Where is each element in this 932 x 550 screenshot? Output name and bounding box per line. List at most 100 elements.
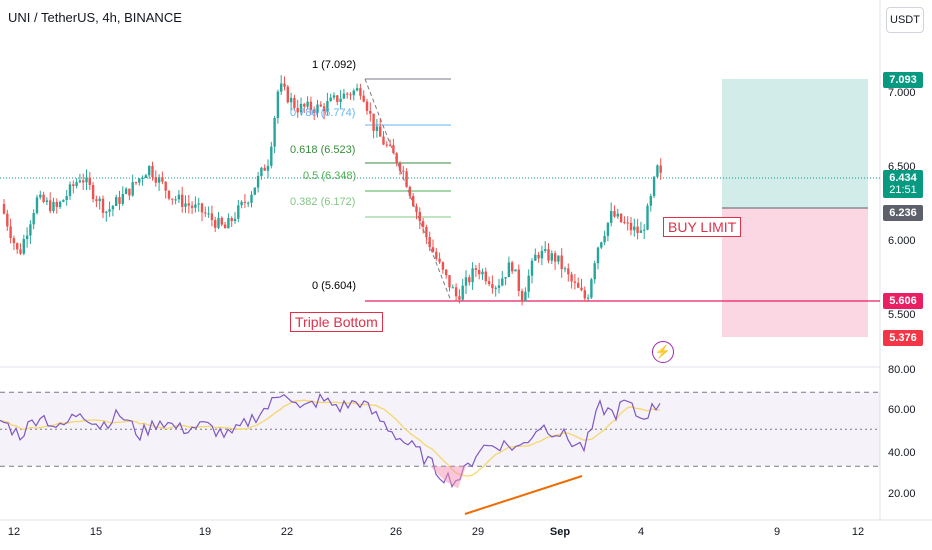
candle-body bbox=[101, 198, 105, 213]
candle-body bbox=[303, 103, 306, 107]
candle-body bbox=[82, 180, 85, 183]
candle-body bbox=[369, 110, 372, 114]
buy-limit-note[interactable]: BUY LIMIT bbox=[663, 217, 742, 237]
candle-body bbox=[336, 95, 339, 102]
candle-body bbox=[200, 203, 204, 213]
candle-body bbox=[342, 93, 346, 99]
symbol-title[interactable]: UNI / TetherUS, 4h, BINANCE bbox=[8, 10, 182, 25]
candle-body bbox=[517, 269, 520, 292]
candles bbox=[2, 75, 662, 306]
candle-body bbox=[58, 201, 62, 207]
candle-body bbox=[25, 235, 29, 240]
candle-body bbox=[214, 220, 217, 228]
candle-body bbox=[656, 165, 659, 177]
candle-body bbox=[256, 175, 260, 188]
candle-body bbox=[6, 213, 9, 227]
candle-body bbox=[497, 285, 501, 288]
candle-body bbox=[289, 97, 293, 103]
candle-body bbox=[49, 200, 52, 212]
candle-body bbox=[471, 268, 474, 283]
candle-body bbox=[352, 90, 355, 96]
candle-body bbox=[458, 296, 461, 300]
candle-body bbox=[435, 251, 438, 259]
candle-body bbox=[405, 171, 408, 187]
time-label: 22 bbox=[280, 526, 294, 538]
candle-body bbox=[629, 222, 633, 231]
candle-body bbox=[362, 95, 365, 102]
candle-body bbox=[52, 201, 55, 212]
candle-body bbox=[652, 176, 656, 197]
candle-body bbox=[111, 205, 115, 210]
candle-body bbox=[237, 205, 240, 219]
candle-body bbox=[157, 177, 161, 183]
candle-body bbox=[530, 260, 534, 276]
candle-body bbox=[461, 285, 464, 300]
entry-price-tag: 6.236 bbox=[883, 205, 923, 221]
candle-body bbox=[108, 209, 111, 212]
candle-body bbox=[511, 262, 514, 272]
candle-body bbox=[408, 186, 412, 197]
candle-body bbox=[560, 255, 563, 270]
candle-body bbox=[494, 287, 497, 289]
candle-body bbox=[105, 211, 108, 213]
fib-label: 1 (7.092) bbox=[312, 59, 357, 71]
support-price-tag: 5.606 bbox=[883, 293, 923, 309]
candle-body bbox=[633, 226, 636, 231]
oversold-fill bbox=[430, 466, 466, 489]
currency-button[interactable]: USDT bbox=[886, 7, 924, 33]
candle-body bbox=[141, 178, 144, 180]
candle-body bbox=[75, 182, 78, 186]
candle-body bbox=[590, 279, 593, 298]
candle-body bbox=[39, 194, 42, 198]
triple-bottom-note[interactable]: Triple Bottom bbox=[290, 312, 383, 332]
rsi-line bbox=[0, 392, 661, 489]
candle-body bbox=[2, 204, 6, 214]
time-label: 26 bbox=[389, 526, 403, 538]
candle-body bbox=[451, 287, 454, 289]
candle-body bbox=[402, 170, 405, 172]
candle-body bbox=[263, 167, 266, 171]
candle-body bbox=[181, 194, 184, 207]
candle-body bbox=[138, 178, 141, 183]
candle-body bbox=[65, 196, 68, 201]
candle-body bbox=[537, 254, 540, 259]
candle-body bbox=[247, 202, 250, 204]
candle-body bbox=[445, 269, 448, 276]
time-label: 4 bbox=[637, 526, 645, 538]
candle-body bbox=[385, 144, 388, 146]
candle-body bbox=[250, 194, 253, 203]
candle-body bbox=[151, 165, 154, 178]
candle-body bbox=[115, 197, 118, 206]
candle-body bbox=[9, 226, 12, 239]
candle-body bbox=[428, 237, 431, 248]
candle-body bbox=[286, 86, 289, 103]
candle-body bbox=[131, 182, 134, 196]
candle-body bbox=[346, 93, 349, 95]
candle-body bbox=[55, 201, 58, 207]
candle-body bbox=[643, 229, 646, 231]
lightning-bolt-icon[interactable]: ⚡ bbox=[652, 341, 674, 363]
candle-body bbox=[365, 101, 369, 111]
candle-body bbox=[270, 146, 273, 166]
candle-body bbox=[144, 175, 148, 179]
candle-body bbox=[382, 136, 385, 145]
candle-body bbox=[481, 271, 484, 275]
price-label: 7.000 bbox=[888, 87, 916, 99]
fib-label: 0.5 (6.348) bbox=[303, 170, 357, 182]
candle-body bbox=[418, 211, 421, 222]
candle-body bbox=[547, 249, 550, 261]
profit-zone bbox=[722, 79, 868, 208]
time-label: 19 bbox=[198, 526, 212, 538]
candle-body bbox=[636, 226, 639, 233]
candle-body bbox=[62, 200, 65, 202]
candle-body bbox=[514, 269, 517, 272]
last-price-tag: 6.434 21:51 bbox=[883, 170, 923, 198]
candle-body bbox=[464, 277, 468, 286]
candle-body bbox=[577, 282, 580, 288]
candle-body bbox=[316, 104, 319, 113]
stop-price-tag: 5.376 bbox=[883, 330, 923, 346]
candle-body bbox=[580, 287, 583, 291]
candle-body bbox=[177, 194, 181, 200]
candle-body bbox=[42, 194, 45, 202]
